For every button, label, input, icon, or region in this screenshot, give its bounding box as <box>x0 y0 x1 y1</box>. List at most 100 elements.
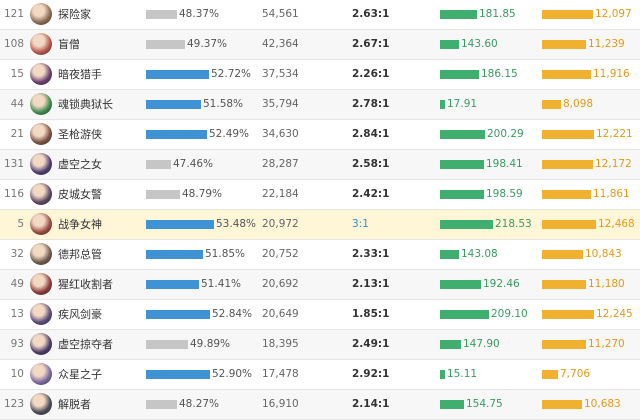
kda-ratio: 1.85:1 <box>352 308 390 320</box>
champion-avatar[interactable] <box>30 213 52 235</box>
champion-avatar[interactable] <box>30 183 52 205</box>
damage-bar <box>440 190 484 199</box>
champion-avatar[interactable] <box>30 243 52 265</box>
damage-bar <box>440 40 459 49</box>
rank-id: 13 <box>10 308 24 320</box>
winrate-bar <box>146 310 210 319</box>
damage-cell: 181.85 <box>440 0 540 29</box>
table-row[interactable]: 121 探险家 48.37% 54,561 2.63:1 181.85 12,097 <box>0 0 640 30</box>
winrate-text: 52.84% <box>212 308 253 320</box>
champion-name[interactable]: 盲僧 <box>58 38 80 51</box>
champion-avatar[interactable] <box>30 93 52 115</box>
champion-avatar[interactable] <box>30 363 52 385</box>
champion-name[interactable]: 猩红收割者 <box>58 278 113 291</box>
champion-avatar[interactable] <box>30 303 52 325</box>
gold-text: 10,843 <box>585 248 622 260</box>
table-row-highlighted[interactable]: 5 战争女神 53.48% 20,972 3:1 218.53 12,468 <box>0 210 640 240</box>
damage-bar <box>440 160 484 169</box>
table-row[interactable]: 21 圣枪游侠 52.49% 34,630 2.84:1 200.29 12,221 <box>0 120 640 150</box>
champion-name[interactable]: 虚空之女 <box>58 158 102 171</box>
games-played: 35,794 <box>262 98 299 110</box>
table-row[interactable]: 10 众星之子 52.90% 17,478 2.92:1 15.11 7,706 <box>0 360 640 390</box>
gold-text: 12,097 <box>595 8 632 20</box>
champion-name[interactable]: 虚空掠夺者 <box>58 338 113 351</box>
winrate-bar <box>146 10 177 19</box>
damage-cell: 186.15 <box>440 60 540 89</box>
damage-text: 15.11 <box>447 368 478 380</box>
damage-text: 198.59 <box>486 188 523 200</box>
champion-name[interactable]: 魂锁典狱长 <box>58 98 113 111</box>
winrate-cell: 51.58% <box>146 90 281 119</box>
damage-cell: 147.90 <box>440 330 540 359</box>
champion-avatar[interactable] <box>30 123 52 145</box>
winrate-bar <box>146 250 203 259</box>
rank-id: 32 <box>10 248 24 260</box>
champion-avatar[interactable] <box>30 33 52 55</box>
champion-name[interactable]: 皮城女警 <box>58 188 102 201</box>
winrate-cell: 48.27% <box>146 390 281 419</box>
gold-text: 12,468 <box>598 218 635 230</box>
table-row[interactable]: 15 暗夜猎手 52.72% 37,534 2.26:1 186.15 11,916 <box>0 60 640 90</box>
kda-ratio: 2.49:1 <box>352 338 390 350</box>
table-row[interactable]: 108 盲僧 49.37% 42,364 2.67:1 143.60 11,239 <box>0 30 640 60</box>
damage-text: 17.91 <box>447 98 478 110</box>
winrate-bar <box>146 400 177 409</box>
damage-text: 147.90 <box>463 338 500 350</box>
winrate-cell: 49.89% <box>146 330 281 359</box>
damage-bar <box>440 130 485 139</box>
damage-cell: 154.75 <box>440 390 540 419</box>
table-row[interactable]: 123 解脱者 48.27% 16,910 2.14:1 154.75 10,683 <box>0 390 640 420</box>
champion-name[interactable]: 疾风剑豪 <box>58 308 102 321</box>
damage-cell: 218.53 <box>440 210 540 239</box>
winrate-text: 49.89% <box>190 338 231 350</box>
kda-ratio: 2.33:1 <box>352 248 390 260</box>
champion-name[interactable]: 德邦总管 <box>58 248 102 261</box>
table-row[interactable]: 49 猩红收割者 51.41% 20,692 2.13:1 192.46 11,180 <box>0 270 640 300</box>
games-played: 28,287 <box>262 158 299 170</box>
damage-bar <box>440 250 459 259</box>
table-row[interactable]: 44 魂锁典狱长 51.58% 35,794 2.78:1 17.91 8,098 <box>0 90 640 120</box>
champion-avatar[interactable] <box>30 273 52 295</box>
rank-id: 93 <box>10 338 24 350</box>
champion-avatar[interactable] <box>30 153 52 175</box>
gold-bar <box>542 130 594 139</box>
rank-id: 123 <box>3 398 24 410</box>
table-row[interactable]: 116 皮城女警 48.79% 22,184 2.42:1 198.59 11,861 <box>0 180 640 210</box>
rank-id: 116 <box>3 188 24 200</box>
winrate-text: 49.37% <box>187 38 228 50</box>
kda-ratio: 2.63:1 <box>352 8 390 20</box>
champion-name[interactable]: 暗夜猎手 <box>58 68 102 81</box>
champion-avatar[interactable] <box>30 3 52 25</box>
table-row[interactable]: 32 德邦总管 51.85% 20,752 2.33:1 143.08 10,843 <box>0 240 640 270</box>
rank-id: 108 <box>3 38 24 50</box>
games-played: 34,630 <box>262 128 299 140</box>
champion-name[interactable]: 众星之子 <box>58 368 102 381</box>
damage-text: 154.75 <box>466 398 503 410</box>
winrate-bar <box>146 40 185 49</box>
winrate-bar <box>146 220 214 229</box>
winrate-cell: 53.48% <box>146 210 281 239</box>
champion-avatar[interactable] <box>30 63 52 85</box>
kda-ratio: 2.42:1 <box>352 188 390 200</box>
winrate-text: 47.46% <box>173 158 214 170</box>
champion-name[interactable]: 解脱者 <box>58 398 91 411</box>
winrate-text: 48.27% <box>179 398 220 410</box>
champion-avatar[interactable] <box>30 333 52 355</box>
gold-cell: 11,861 <box>542 180 640 209</box>
table-row[interactable]: 93 虚空掠夺者 49.89% 18,395 2.49:1 147.90 11,270 <box>0 330 640 360</box>
champion-name[interactable]: 战争女神 <box>58 218 102 231</box>
champion-name[interactable]: 探险家 <box>58 8 91 21</box>
winrate-bar <box>146 160 171 169</box>
games-played: 42,364 <box>262 38 299 50</box>
kda-ratio: 3:1 <box>352 218 369 230</box>
champion-avatar[interactable] <box>30 393 52 415</box>
champion-name[interactable]: 圣枪游侠 <box>58 128 102 141</box>
rank-id: 121 <box>3 8 24 20</box>
table-row[interactable]: 131 虚空之女 47.46% 28,287 2.58:1 198.41 12,172 <box>0 150 640 180</box>
table-row[interactable]: 13 疾风剑豪 52.84% 20,649 1.85:1 209.10 12,245 <box>0 300 640 330</box>
damage-text: 181.85 <box>479 8 516 20</box>
damage-bar <box>440 280 481 289</box>
rank-id: 5 <box>17 218 24 230</box>
kda-ratio: 2.14:1 <box>352 398 390 410</box>
